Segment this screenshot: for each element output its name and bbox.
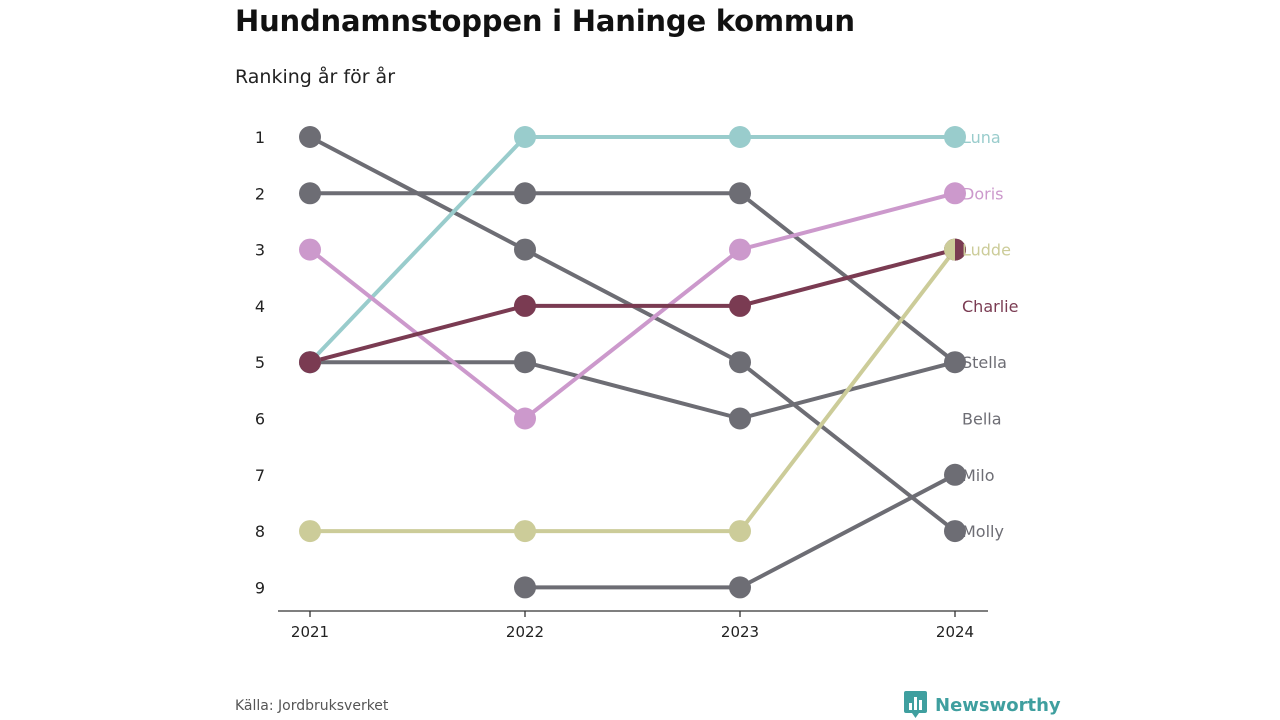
- data-point-milo: [944, 463, 966, 486]
- data-point-doris: [514, 407, 536, 430]
- x-tick-label: 2024: [936, 623, 974, 641]
- y-tick-label: 8: [255, 522, 265, 541]
- y-tick-label: 2: [255, 184, 265, 203]
- data-point-ludde: [514, 520, 536, 543]
- x-tick-label: 2021: [291, 623, 329, 641]
- data-point-doris: [944, 182, 966, 205]
- source-note: Källa: Jordbruksverket: [235, 698, 389, 714]
- end-label-charlie: Charlie: [962, 297, 1018, 316]
- data-point-molly: [514, 238, 536, 261]
- data-point-bella: [514, 351, 536, 374]
- data-point-charlie-half: [955, 238, 966, 261]
- data-point-stella: [944, 351, 966, 374]
- end-label-ludde: Ludde: [962, 241, 1011, 260]
- bar-chart-speech-icon: [904, 691, 927, 718]
- data-point-luna: [944, 126, 966, 148]
- brand-logo: Newsworthy: [904, 691, 1061, 719]
- y-tick-label: 7: [255, 466, 265, 485]
- chart-subtitle: Ranking år för år: [235, 66, 396, 88]
- y-tick-label: 9: [255, 578, 265, 597]
- data-point-doris: [729, 238, 751, 261]
- data-point-luna: [729, 126, 751, 148]
- series-line-ludde: [308, 247, 957, 534]
- end-label-luna: Luna: [962, 128, 1001, 147]
- data-point-ludde: [729, 520, 751, 543]
- series-line-luna: [308, 135, 957, 365]
- data-point-charlie: [299, 351, 321, 374]
- chart-title: Hundnamnstoppen i Haninge kommun: [235, 4, 855, 38]
- series-line-charlie: [308, 247, 957, 365]
- data-point-doris: [299, 238, 321, 261]
- data-point-stella: [729, 182, 751, 205]
- brand-name: Newsworthy: [935, 694, 1061, 716]
- data-point-luna: [514, 126, 536, 148]
- data-point-ludde: [299, 520, 321, 543]
- data-point-molly: [944, 520, 966, 543]
- y-tick-label: 1: [255, 128, 265, 147]
- data-point-milo: [514, 576, 536, 599]
- x-tick-label: 2022: [506, 623, 544, 641]
- end-label-molly: Molly: [962, 522, 1004, 541]
- x-tick-label: 2023: [721, 623, 759, 641]
- series-line-bella: [308, 360, 957, 421]
- y-tick-label: 4: [255, 297, 265, 316]
- data-point-bella: [729, 407, 751, 430]
- y-tick-label: 5: [255, 353, 265, 372]
- end-label-stella: Stella: [962, 353, 1007, 372]
- data-point-molly: [299, 126, 321, 148]
- end-label-milo: Milo: [962, 466, 994, 485]
- end-label-doris: Doris: [962, 184, 1003, 203]
- bump-chart: 1 2 3 4 5 6 7 8 9 2021 2022 2023 2024 Luna Doris Ludde C…: [255, 126, 1018, 641]
- data-point-charlie: [514, 294, 536, 317]
- data-point-stella: [514, 182, 536, 205]
- y-tick-label: 6: [255, 410, 265, 429]
- data-point-milo: [729, 576, 751, 599]
- y-tick-label: 3: [255, 241, 265, 260]
- data-point-charlie: [729, 294, 751, 317]
- end-label-bella: Bella: [962, 410, 1002, 429]
- data-point-molly: [729, 351, 751, 374]
- data-point-stella: [299, 182, 321, 205]
